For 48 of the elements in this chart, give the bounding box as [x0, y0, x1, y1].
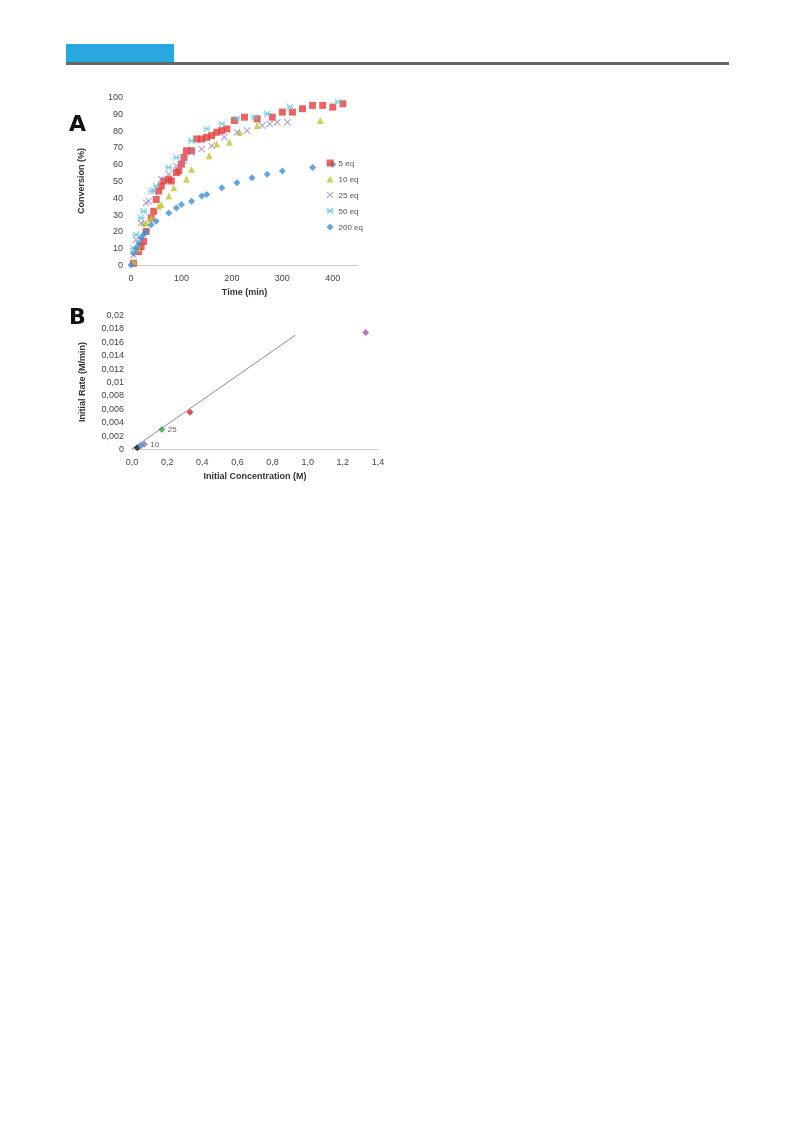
x-tick-label: 1,4	[371, 456, 385, 467]
x-tick-label: 400	[325, 272, 341, 283]
text: A	[69, 110, 87, 136]
y-axis-title: Initial Rate (M/min)	[76, 341, 87, 423]
x-tick-label: 0,2	[160, 456, 174, 467]
x-tick-label: 200	[224, 272, 240, 283]
annotation: 10	[150, 439, 160, 449]
legend-label: 50 eq	[338, 206, 359, 216]
y-tick-label: 10	[112, 243, 123, 254]
y-tick-label: 60	[112, 159, 123, 170]
y-tick-label: 20	[112, 226, 123, 237]
x-tick-label: 1,0	[301, 456, 314, 467]
x-axis-title: Initial Concentration (M)	[203, 470, 307, 481]
y-tick-label: 0,016	[101, 336, 124, 347]
y-tick-label: 70	[112, 142, 123, 153]
x-tick-label: 100	[173, 272, 189, 283]
y-tick-label: 30	[112, 209, 123, 220]
annotation: 25	[167, 425, 178, 435]
legend-label: 25 eq	[338, 190, 359, 200]
y-tick-label: 0,012	[101, 363, 124, 374]
x-tick-label: 0,6	[231, 456, 244, 467]
y-axis-title: Conversion (%)	[75, 147, 86, 215]
legend-label: 200 eq	[338, 222, 363, 232]
chart-title: B	[69, 303, 86, 329]
x-tick-label: 0	[128, 272, 134, 283]
x-tick-label: 300	[274, 272, 290, 283]
y-tick-label: 40	[112, 192, 123, 203]
y-tick-label: 0,006	[101, 403, 124, 414]
y-tick-label: 90	[112, 108, 123, 119]
y-tick-label: 0,004	[101, 417, 124, 428]
y-tick-label: 0,008	[101, 390, 124, 401]
x-axis-title: Time (min)	[221, 286, 268, 297]
x-tick-label: 0,8	[266, 456, 279, 467]
x-tick-label: 0,4	[196, 456, 209, 467]
legend-label: 10 eq	[338, 174, 359, 184]
y-tick-label: 100	[107, 92, 123, 102]
y-tick-label: 0,014	[101, 350, 124, 361]
x-tick-label: 0,0	[125, 456, 139, 467]
y-tick-label: 80	[112, 125, 123, 136]
y-tick-label: 0,02	[106, 310, 124, 320]
y-tick-label: 0,002	[101, 430, 124, 441]
x-tick-label: 1,2	[336, 456, 350, 467]
legend-label: 5 eq	[338, 158, 355, 168]
y-tick-label: 0	[117, 260, 123, 270]
y-tick-label: 0,018	[101, 323, 124, 334]
y-tick-label: 0	[118, 444, 124, 454]
y-tick-label: 0,01	[106, 377, 124, 387]
y-tick-label: 50	[112, 176, 123, 186]
